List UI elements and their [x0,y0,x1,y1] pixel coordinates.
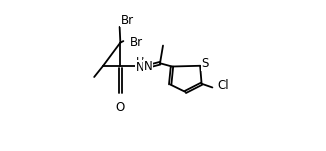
Text: N: N [136,61,144,74]
Text: Br: Br [130,36,143,49]
Text: Cl: Cl [218,79,229,92]
Text: N: N [144,60,153,73]
Text: S: S [201,57,209,70]
Text: H: H [136,57,144,67]
Text: Br: Br [121,14,134,27]
Text: O: O [116,101,125,114]
